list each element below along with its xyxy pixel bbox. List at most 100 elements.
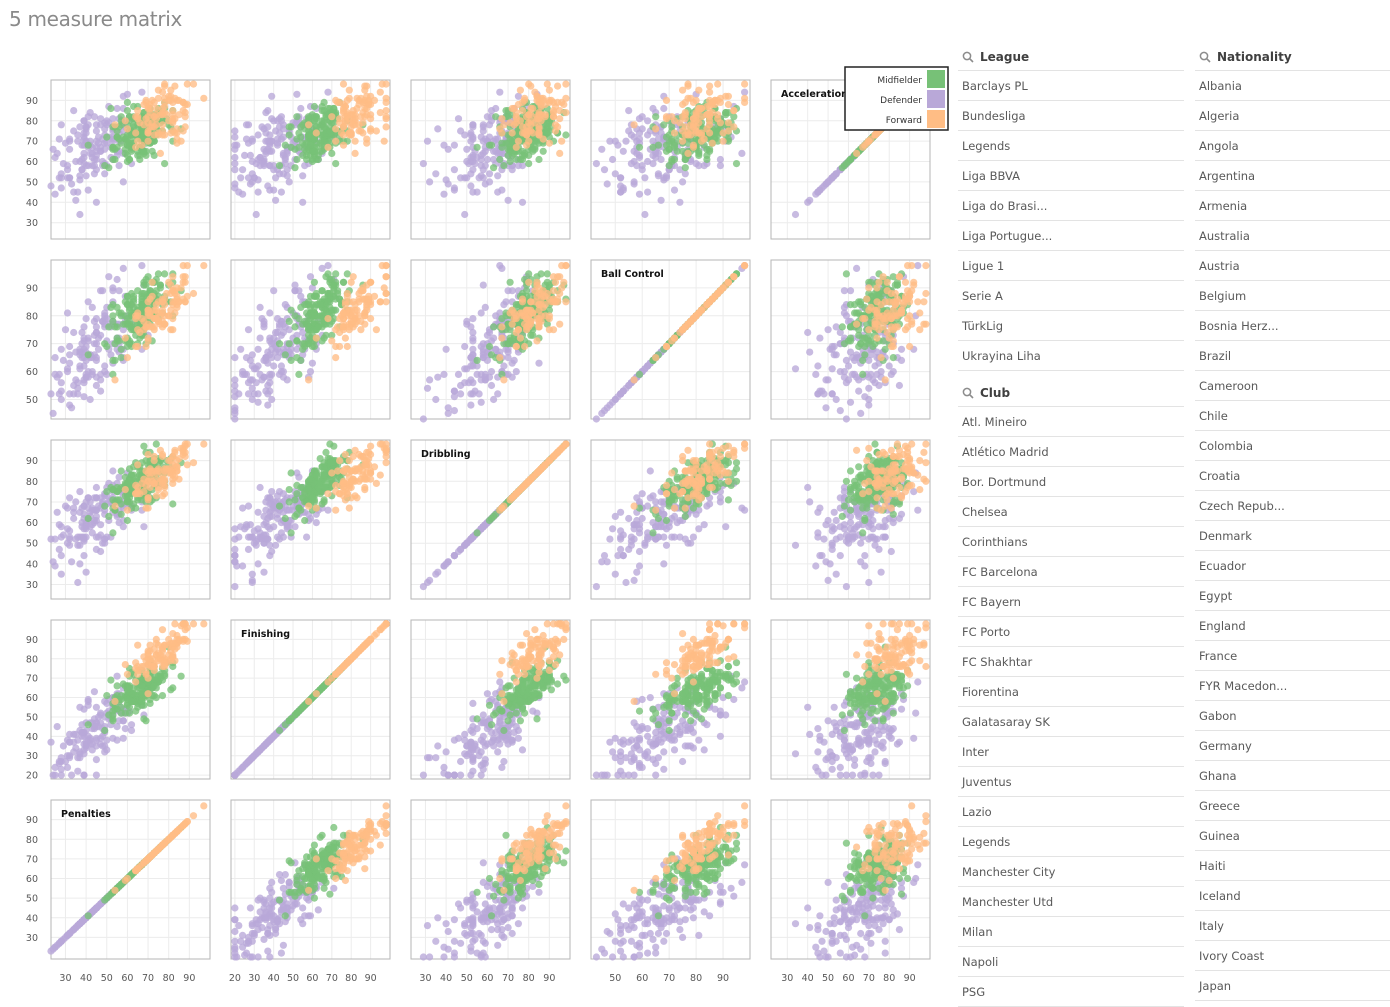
data-point-defender[interactable] (440, 371, 447, 378)
data-point-forward[interactable] (922, 321, 929, 328)
data-point-forward[interactable] (359, 287, 366, 294)
data-point-midfielder[interactable] (295, 129, 302, 136)
data-point-forward[interactable] (882, 376, 889, 383)
data-point-defender[interactable] (598, 410, 605, 417)
data-point-defender[interactable] (480, 150, 487, 157)
data-point-forward[interactable] (373, 326, 380, 333)
data-point-midfielder[interactable] (529, 148, 536, 155)
data-point-forward[interactable] (875, 312, 882, 319)
data-point-midfielder[interactable] (286, 318, 293, 325)
data-point-forward[interactable] (720, 138, 727, 145)
data-point-forward[interactable] (169, 476, 176, 483)
data-point-defender[interactable] (140, 523, 147, 530)
data-point-defender[interactable] (451, 184, 458, 191)
data-point-defender[interactable] (490, 335, 497, 342)
data-point-defender[interactable] (54, 509, 61, 516)
data-point-defender[interactable] (898, 346, 905, 353)
data-point-defender[interactable] (249, 351, 256, 358)
data-point-defender[interactable] (855, 388, 862, 395)
data-point-defender[interactable] (875, 382, 882, 389)
data-point-forward[interactable] (344, 293, 351, 300)
data-point-forward[interactable] (140, 318, 147, 325)
data-point-midfielder[interactable] (305, 131, 312, 138)
data-point-defender[interactable] (47, 182, 54, 189)
data-point-forward[interactable] (367, 279, 374, 286)
data-point-midfielder[interactable] (169, 500, 176, 507)
data-point-defender[interactable] (93, 138, 100, 145)
data-point-forward[interactable] (171, 290, 178, 297)
data-point-defender[interactable] (76, 488, 83, 495)
data-point-defender[interactable] (649, 105, 656, 112)
data-point-defender[interactable] (843, 357, 850, 364)
data-point-defender[interactable] (440, 142, 447, 149)
data-point-midfielder[interactable] (562, 131, 569, 138)
data-point-midfielder[interactable] (295, 144, 302, 151)
data-point-defender[interactable] (85, 298, 92, 305)
data-point-defender[interactable] (58, 552, 65, 559)
data-point-defender[interactable] (260, 160, 267, 167)
data-point-defender[interactable] (85, 505, 92, 512)
data-point-defender[interactable] (888, 371, 895, 378)
data-point-forward[interactable] (690, 144, 697, 151)
data-point-defender[interactable] (509, 287, 516, 294)
data-point-midfielder[interactable] (293, 156, 300, 163)
data-point-forward[interactable] (679, 138, 686, 145)
data-point-defender[interactable] (636, 154, 643, 161)
data-point-defender[interactable] (66, 351, 73, 358)
data-point-midfielder[interactable] (311, 326, 318, 333)
data-point-defender[interactable] (109, 467, 116, 474)
data-point-forward[interactable] (340, 321, 347, 328)
data-point-forward[interactable] (544, 81, 551, 88)
data-point-defender[interactable] (56, 136, 63, 143)
data-point-defender[interactable] (101, 540, 108, 547)
data-point-midfielder[interactable] (332, 270, 339, 277)
data-point-forward[interactable] (379, 81, 386, 88)
data-point-defender[interactable] (488, 107, 495, 114)
data-point-forward[interactable] (155, 87, 162, 94)
data-point-defender[interactable] (74, 189, 81, 196)
data-point-defender[interactable] (52, 562, 59, 569)
data-point-forward[interactable] (332, 138, 339, 145)
data-point-forward[interactable] (519, 296, 526, 303)
data-point-forward[interactable] (352, 150, 359, 157)
data-point-defender[interactable] (105, 273, 112, 280)
data-point-forward[interactable] (679, 87, 686, 94)
data-point-defender[interactable] (70, 382, 77, 389)
data-point-forward[interactable] (165, 97, 172, 104)
data-point-defender[interactable] (480, 282, 487, 289)
data-point-defender[interactable] (70, 505, 77, 512)
data-point-defender[interactable] (85, 187, 92, 194)
data-point-midfielder[interactable] (859, 371, 866, 378)
data-point-defender[interactable] (255, 131, 262, 138)
data-point-defender[interactable] (264, 123, 271, 130)
data-point-forward[interactable] (147, 465, 154, 472)
data-point-forward[interactable] (500, 376, 507, 383)
data-point-forward[interactable] (175, 476, 182, 483)
data-point-midfielder[interactable] (652, 113, 659, 120)
data-point-midfielder[interactable] (140, 282, 147, 289)
data-point-forward[interactable] (525, 127, 532, 134)
data-point-forward[interactable] (165, 312, 172, 319)
data-point-defender[interactable] (264, 402, 271, 409)
data-point-defender[interactable] (114, 276, 121, 283)
data-point-midfielder[interactable] (498, 144, 505, 151)
data-point-defender[interactable] (47, 390, 54, 397)
data-point-defender[interactable] (83, 315, 90, 322)
data-point-defender[interactable] (420, 415, 427, 422)
data-point-forward[interactable] (906, 312, 913, 319)
data-point-defender[interactable] (74, 390, 81, 397)
data-point-forward[interactable] (558, 138, 565, 145)
data-point-defender[interactable] (93, 382, 100, 389)
data-point-midfielder[interactable] (124, 293, 131, 300)
data-point-defender[interactable] (641, 211, 648, 218)
data-point-midfielder[interactable] (324, 270, 331, 277)
data-point-defender[interactable] (488, 382, 495, 389)
data-point-defender[interactable] (68, 180, 75, 187)
data-point-defender[interactable] (434, 374, 441, 381)
data-point-forward[interactable] (496, 354, 503, 361)
data-point-defender[interactable] (469, 166, 476, 173)
data-point-midfielder[interactable] (521, 150, 528, 157)
data-point-midfielder[interactable] (295, 371, 302, 378)
data-point-midfielder[interactable] (307, 142, 314, 149)
data-point-midfielder[interactable] (490, 323, 497, 330)
